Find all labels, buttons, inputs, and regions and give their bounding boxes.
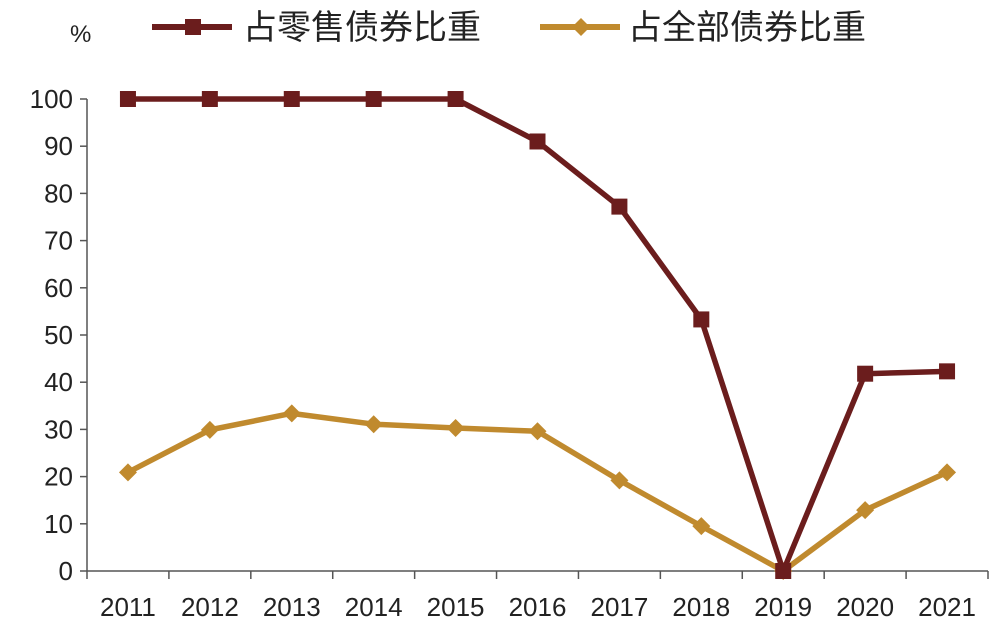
y-tick-label: 50 bbox=[44, 320, 73, 350]
legend: 占零售债券比重 占全部债券比重 bbox=[152, 8, 866, 48]
data-point bbox=[365, 91, 382, 107]
series-1 bbox=[118, 404, 957, 580]
x-tick-label: 2012 bbox=[181, 592, 239, 622]
y-tick-label: 0 bbox=[59, 556, 73, 586]
data-point bbox=[610, 471, 629, 490]
data-point bbox=[938, 463, 957, 482]
series-line bbox=[125, 96, 950, 574]
data-point bbox=[283, 91, 300, 107]
legend-item-0: 占零售债券比重 bbox=[152, 8, 481, 48]
y-tick-label: 30 bbox=[44, 414, 73, 444]
series-layer bbox=[118, 91, 957, 580]
x-tick-label: 2011 bbox=[100, 592, 156, 622]
legend-label: 占零售债券比重 bbox=[243, 8, 481, 48]
legend-marker bbox=[572, 18, 590, 36]
data-point bbox=[200, 420, 219, 439]
data-point bbox=[775, 563, 792, 579]
data-point bbox=[119, 91, 136, 107]
legend-label: 占全部债券比重 bbox=[628, 8, 866, 48]
data-point bbox=[857, 365, 874, 382]
y-tick-label: 80 bbox=[44, 178, 73, 208]
x-tick-label: 2017 bbox=[590, 592, 648, 622]
data-point bbox=[201, 91, 218, 107]
y-tick-label: 100 bbox=[30, 84, 73, 114]
y-tick-label: 20 bbox=[44, 462, 73, 492]
data-point bbox=[447, 91, 464, 107]
data-point bbox=[446, 418, 465, 437]
data-point bbox=[529, 133, 546, 150]
data-point bbox=[118, 463, 137, 482]
x-tick-label: 2020 bbox=[836, 592, 894, 622]
series-0 bbox=[119, 91, 956, 579]
y-axis-unit-label: % bbox=[70, 21, 91, 48]
x-tick-label: 2018 bbox=[672, 592, 730, 622]
legend-item-1: 占全部债券比重 bbox=[540, 8, 866, 48]
x-tick-label: 2013 bbox=[263, 592, 321, 622]
data-point bbox=[528, 422, 547, 441]
x-tick-label: 2019 bbox=[754, 592, 812, 622]
legend-marker bbox=[185, 19, 201, 35]
y-tick-label: 90 bbox=[44, 131, 73, 161]
y-tick-label: 60 bbox=[44, 273, 73, 303]
data-point bbox=[856, 501, 875, 520]
y-tick-label: 40 bbox=[44, 367, 73, 397]
y-tick-label: 70 bbox=[44, 226, 73, 256]
data-point bbox=[692, 517, 711, 536]
x-tick-label: 2016 bbox=[509, 592, 567, 622]
x-tick-label: 2014 bbox=[345, 592, 403, 622]
data-point bbox=[693, 311, 710, 328]
data-point bbox=[364, 415, 383, 434]
data-point bbox=[939, 363, 956, 380]
x-tick-label: 2021 bbox=[918, 592, 976, 622]
data-point bbox=[611, 198, 628, 215]
x-tick-label: 2015 bbox=[427, 592, 485, 622]
y-tick-label: 10 bbox=[44, 509, 73, 539]
data-point bbox=[282, 404, 301, 423]
axes: 0 10 20 30 40 50 60 70 80 90 100 2011 2012 2013 2014 20… bbox=[30, 84, 989, 622]
